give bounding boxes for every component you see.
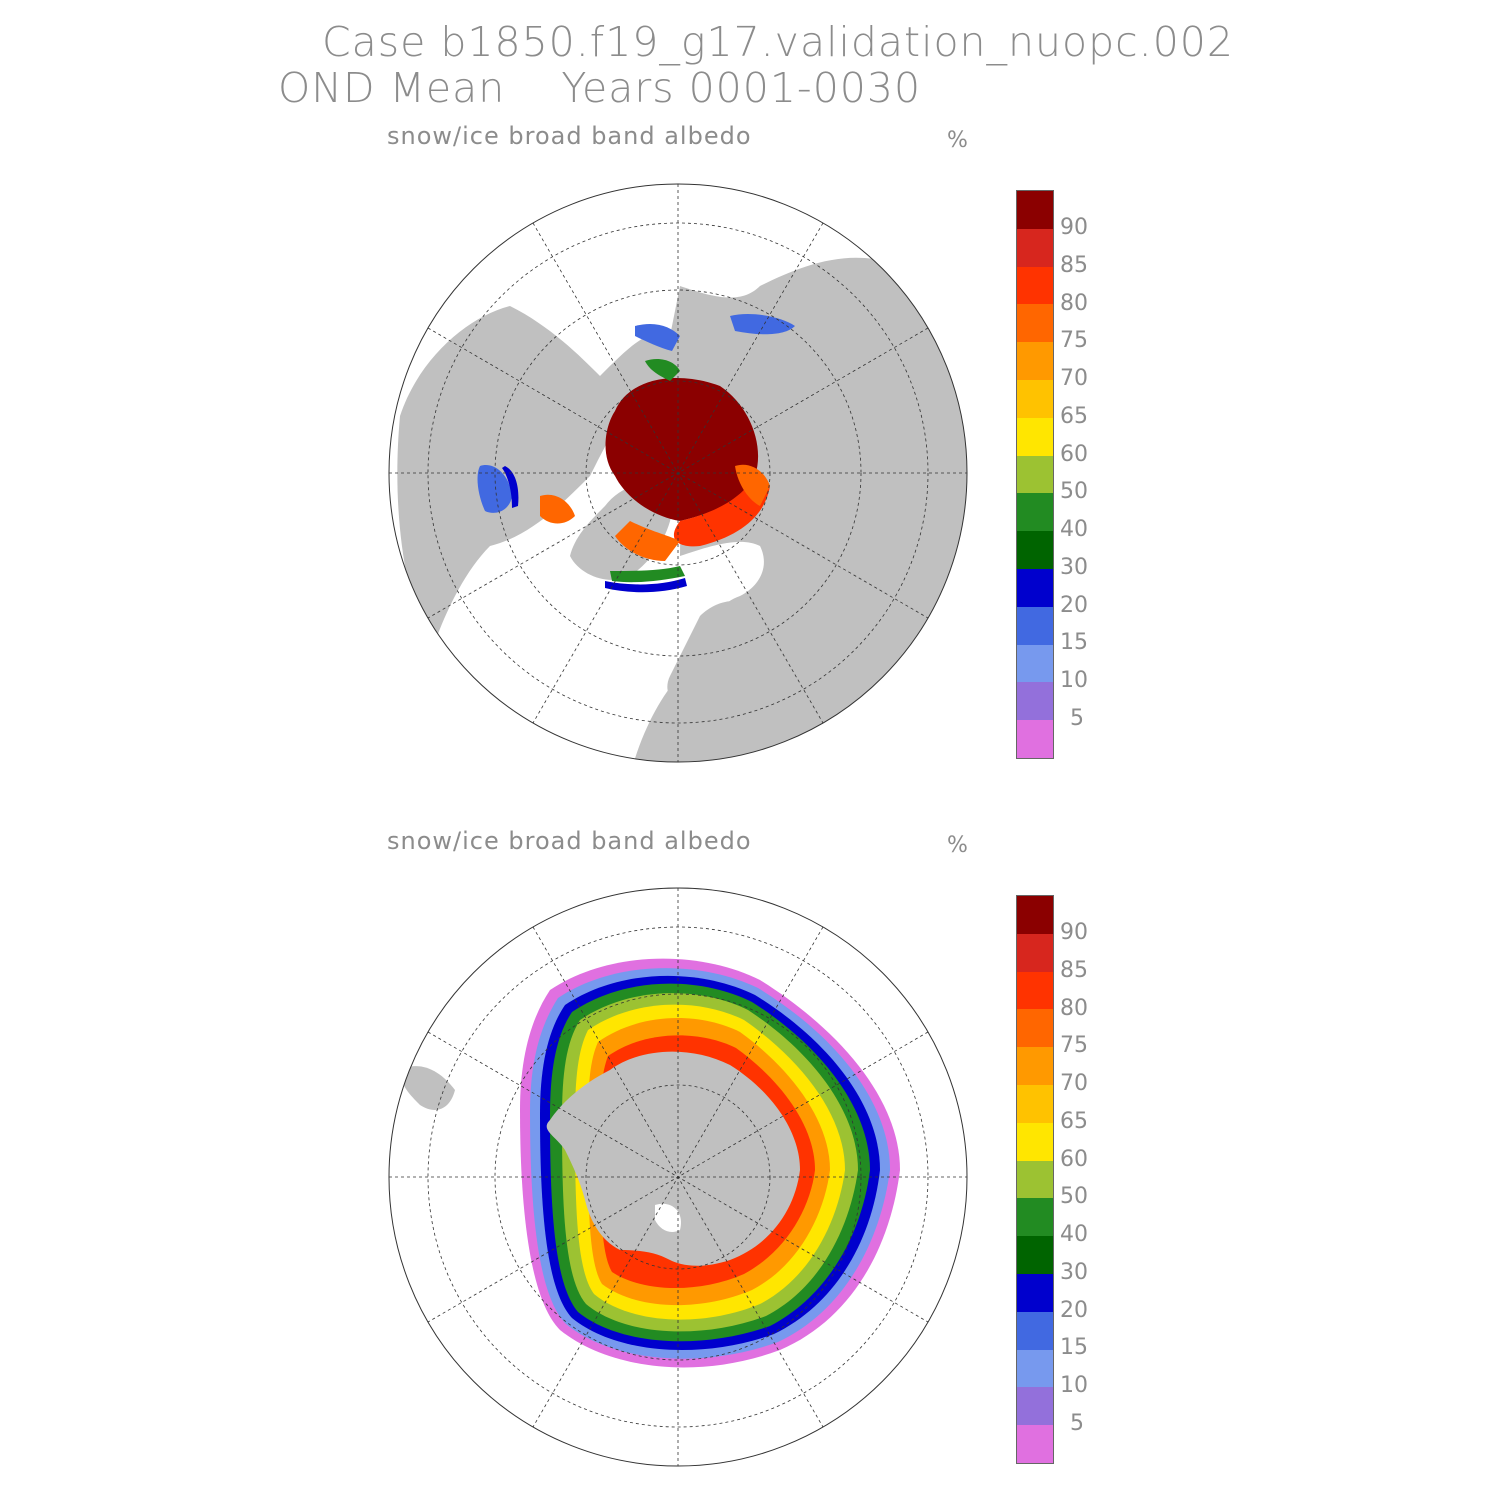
sh-swatch <box>1017 1349 1053 1388</box>
sh-colorbar-label: 15 <box>1060 1335 1088 1360</box>
nh-colorbar-label: 5 <box>1070 706 1084 731</box>
nh-colorbar-label: 20 <box>1060 593 1088 618</box>
sh-colorbar-label: 85 <box>1060 958 1088 983</box>
nh-swatch <box>1017 531 1053 569</box>
sh-swatch <box>1017 1009 1053 1048</box>
case-title: Case b1850.f19_g17.validation_nuopc.002 <box>322 18 1234 66</box>
nh-swatch <box>1017 493 1053 532</box>
sh-colorbar-label: 50 <box>1060 1184 1088 1209</box>
nh-swatch <box>1017 644 1053 683</box>
nh-units-label: % <box>947 128 968 153</box>
sh-colorbar-label: 75 <box>1060 1033 1088 1058</box>
sh-panel-title: snow/ice broad band albedo <box>387 827 752 855</box>
sh-colorbar-label: 10 <box>1060 1373 1088 1398</box>
okhotsk-ice <box>730 314 795 335</box>
nh-colorbar-label: 90 <box>1060 215 1088 240</box>
nh-colorbar-label: 60 <box>1060 442 1088 467</box>
sh-colorbar-label: 90 <box>1060 920 1088 945</box>
sh-swatch <box>1017 1084 1053 1123</box>
sh-swatch <box>1017 1311 1053 1350</box>
nh-panel-title: snow/ice broad band albedo <box>387 122 752 150</box>
nh-swatch <box>1017 568 1053 607</box>
arctic-ice-margin-green <box>610 566 685 583</box>
arctic-ice-margin-orange <box>615 521 680 561</box>
nh-colorbar-label: 15 <box>1060 630 1088 655</box>
sh-units-label: % <box>947 833 968 858</box>
sh-swatch <box>1017 1122 1053 1161</box>
baffin-ice <box>540 494 575 524</box>
arctic-ice-margin-blue <box>605 578 687 593</box>
arctic-ice-core <box>605 378 759 521</box>
nh-colorbar-label: 85 <box>1060 253 1088 278</box>
nh-colorbar-label: 50 <box>1060 479 1088 504</box>
nh-colorbar-label: 10 <box>1060 668 1088 693</box>
bering-ice <box>635 324 680 351</box>
scandinavia-land <box>667 601 760 705</box>
sh-polar-map <box>388 887 968 1467</box>
nh-swatch <box>1017 606 1053 645</box>
sh-swatch <box>1017 1387 1053 1426</box>
south-america-land <box>400 1066 455 1110</box>
sh-colorbar-label: 40 <box>1060 1222 1088 1247</box>
nh-swatch <box>1017 682 1053 721</box>
sh-swatch <box>1017 971 1053 1010</box>
nh-colorbar-label: 80 <box>1060 291 1088 316</box>
antarctica-land <box>546 1051 800 1266</box>
sh-swatch <box>1017 1425 1053 1463</box>
sh-swatch <box>1017 1236 1053 1274</box>
hudson-bay-ice <box>477 465 512 513</box>
sh-colorbar <box>1016 895 1054 1464</box>
nh-swatch <box>1017 266 1053 305</box>
nh-swatch <box>1017 304 1053 343</box>
barents-ice <box>735 464 770 506</box>
sh-colorbar-label: 65 <box>1060 1109 1088 1134</box>
sh-colorbar-label: 80 <box>1060 996 1088 1021</box>
sh-colorbar-label: 30 <box>1060 1260 1088 1285</box>
sh-swatch <box>1017 933 1053 972</box>
sh-swatch <box>1017 1160 1053 1199</box>
period-title: OND Mean Years 0001-0030 <box>278 64 922 112</box>
sh-swatch <box>1017 1273 1053 1312</box>
nh-colorbar-label: 75 <box>1060 328 1088 353</box>
nh-colorbar-label: 65 <box>1060 404 1088 429</box>
nh-colorbar <box>1016 190 1054 759</box>
sh-swatch <box>1017 1047 1053 1085</box>
sh-swatch <box>1017 896 1053 934</box>
nh-polar-map <box>388 183 968 763</box>
sh-colorbar-label: 60 <box>1060 1147 1088 1172</box>
nh-swatch <box>1017 417 1053 456</box>
arctic-ice-margin-red <box>673 476 770 547</box>
nh-swatch <box>1017 228 1053 267</box>
nh-swatch <box>1017 379 1053 418</box>
nh-colorbar-label: 30 <box>1060 555 1088 580</box>
sh-swatch <box>1017 1198 1053 1237</box>
nh-colorbar-label: 40 <box>1060 517 1088 542</box>
ross-ice-shelf <box>655 1203 681 1232</box>
sh-colorbar-label: 5 <box>1070 1411 1084 1436</box>
nh-swatch <box>1017 191 1053 229</box>
nh-swatch <box>1017 455 1053 494</box>
chukchi-ice <box>645 359 680 381</box>
nh-swatch <box>1017 720 1053 758</box>
nh-colorbar-label: 70 <box>1060 366 1088 391</box>
hudson-bay-ice-edge <box>502 466 519 508</box>
sh-colorbar-label: 70 <box>1060 1071 1088 1096</box>
sh-colorbar-label: 20 <box>1060 1298 1088 1323</box>
nh-swatch <box>1017 342 1053 380</box>
